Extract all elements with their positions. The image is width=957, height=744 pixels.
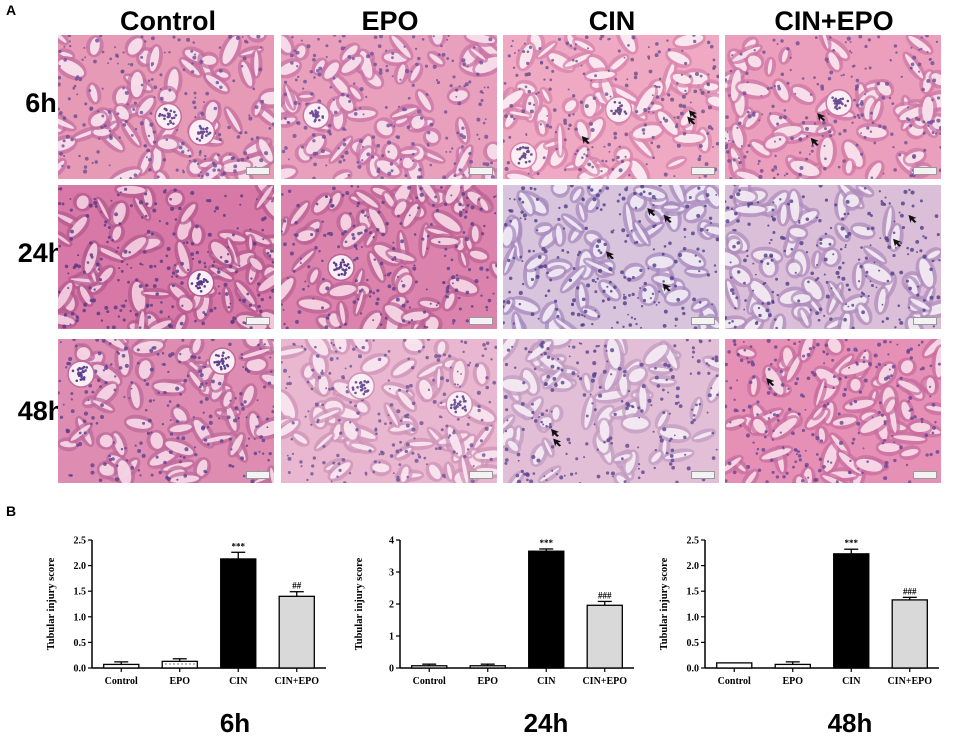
scale-bar	[913, 471, 937, 479]
scale-bar	[691, 317, 715, 325]
chart-title-24h: 24h	[523, 708, 569, 738]
column-label-cin: CIN	[588, 6, 636, 36]
chart-svg-24h: Tubular injury score 0 1 2 3 4 Control EPO *** CI…	[354, 536, 634, 687]
y-tick-label: 2	[389, 600, 394, 611]
micrograph-24h-cin-epo	[725, 185, 941, 329]
scale-bar	[691, 471, 715, 479]
y-tick-label: 4	[389, 536, 394, 547]
scale-bar	[246, 471, 270, 479]
bar-control	[103, 663, 140, 669]
micrograph-48h-control	[58, 339, 274, 483]
bar-cin	[220, 558, 257, 669]
y-tick-label: 0.5	[687, 638, 700, 649]
micrograph-6h-cin	[503, 35, 719, 179]
micrograph-6h-control	[58, 35, 274, 179]
chart-title-48h: 48h	[827, 708, 873, 738]
bar-epo	[161, 660, 198, 669]
y-tick-label: 1.5	[687, 587, 700, 598]
x-tick-label: EPO	[169, 676, 190, 687]
x-tick-label: CIN	[842, 676, 861, 687]
y-tick-label: 0.0	[74, 664, 87, 675]
micrograph-48h-cin-epo	[725, 339, 941, 483]
significance-label: ***	[845, 538, 859, 548]
x-tick-label: CIN	[229, 676, 248, 687]
chart-svg-6h: Tubular injury score 0.0 0.5 1.0 1.5 2.0 2.5 Co…	[46, 536, 326, 687]
x-tick-label: CIN+EPO	[887, 676, 932, 687]
significance-label: ***	[540, 538, 554, 548]
x-tick-label: CIN+EPO	[274, 676, 319, 687]
x-tick-label: EPO	[782, 676, 803, 687]
significance-label: ###	[903, 586, 917, 596]
y-axis-title: Tubular injury score	[46, 557, 57, 650]
y-axis-title: Tubular injury score	[354, 557, 365, 650]
y-tick-label: 1.0	[74, 612, 87, 623]
y-tick-label: 2.5	[687, 536, 700, 547]
y-tick-label: 1.0	[687, 612, 700, 623]
column-label-cin-epo: CIN+EPO	[774, 6, 894, 36]
bar-cin	[833, 553, 870, 669]
y-tick-label: 2.0	[74, 561, 87, 572]
bar-control	[411, 665, 448, 669]
micrograph-24h-control	[58, 185, 274, 329]
column-label-control: Control	[120, 6, 216, 36]
panel-b-letter: B	[6, 503, 17, 519]
y-tick-label: 1	[389, 632, 394, 643]
y-axis-title: Tubular injury score	[659, 557, 670, 650]
scale-bar	[913, 167, 937, 175]
y-tick-label: 2.0	[687, 561, 700, 572]
scale-bar	[691, 167, 715, 175]
panel-a-letter: A	[6, 2, 17, 18]
scale-bar	[469, 167, 493, 175]
bar-cin-epo	[278, 595, 315, 669]
scale-bar	[246, 317, 270, 325]
y-tick-label: 2.5	[74, 536, 87, 547]
significance-label: ###	[598, 590, 612, 600]
scale-bar	[246, 167, 270, 175]
chart-title-6h: 6h	[219, 708, 251, 738]
y-tick-label: 0	[389, 664, 394, 675]
significance-label: ***	[232, 541, 246, 551]
x-tick-label: Control	[718, 676, 751, 687]
micrograph-6h-epo	[281, 35, 497, 179]
row-label-48h: 48h	[17, 396, 65, 426]
row-label-6h: 6h	[25, 88, 57, 118]
bar-chart-6h: Tubular injury score 0.0 0.5 1.0 1.5 2.0 2.5 Co…	[40, 522, 332, 702]
row-label-24h: 24h	[17, 238, 65, 268]
bar-chart-24h: Tubular injury score 0 1 2 3 4 Control EPO *** CI…	[348, 522, 640, 702]
bar-cin-epo	[586, 604, 623, 669]
y-tick-label: 3	[389, 568, 394, 579]
x-tick-label: CIN	[537, 676, 556, 687]
bar-cin-epo	[891, 599, 928, 669]
scale-bar	[469, 317, 493, 325]
micrograph-6h-cin-epo	[725, 35, 941, 179]
y-tick-label: 1.5	[74, 587, 87, 598]
x-tick-label: Control	[105, 676, 138, 687]
bar-epo	[469, 665, 506, 669]
significance-label: ##	[292, 581, 302, 591]
scale-bar	[913, 317, 937, 325]
x-tick-label: CIN+EPO	[582, 676, 627, 687]
micrograph-24h-epo	[281, 185, 497, 329]
bar-chart-48h: Tubular injury score 0.0 0.5 1.0 1.5 2.0 2.5 Co…	[653, 522, 945, 702]
column-label-epo: EPO	[361, 6, 419, 36]
y-tick-label: 0.5	[74, 638, 87, 649]
bar-cin	[528, 550, 565, 669]
x-tick-label: EPO	[477, 676, 498, 687]
micrograph-48h-epo	[281, 339, 497, 483]
scale-bar	[469, 471, 493, 479]
x-tick-label: Control	[413, 676, 446, 687]
bar-epo	[774, 663, 811, 669]
y-tick-label: 0.0	[687, 664, 700, 675]
chart-svg-48h: Tubular injury score 0.0 0.5 1.0 1.5 2.0 2.5 Co…	[659, 536, 939, 687]
micrograph-48h-cin	[503, 339, 719, 483]
micrograph-24h-cin	[503, 185, 719, 329]
bar-control	[716, 662, 753, 669]
